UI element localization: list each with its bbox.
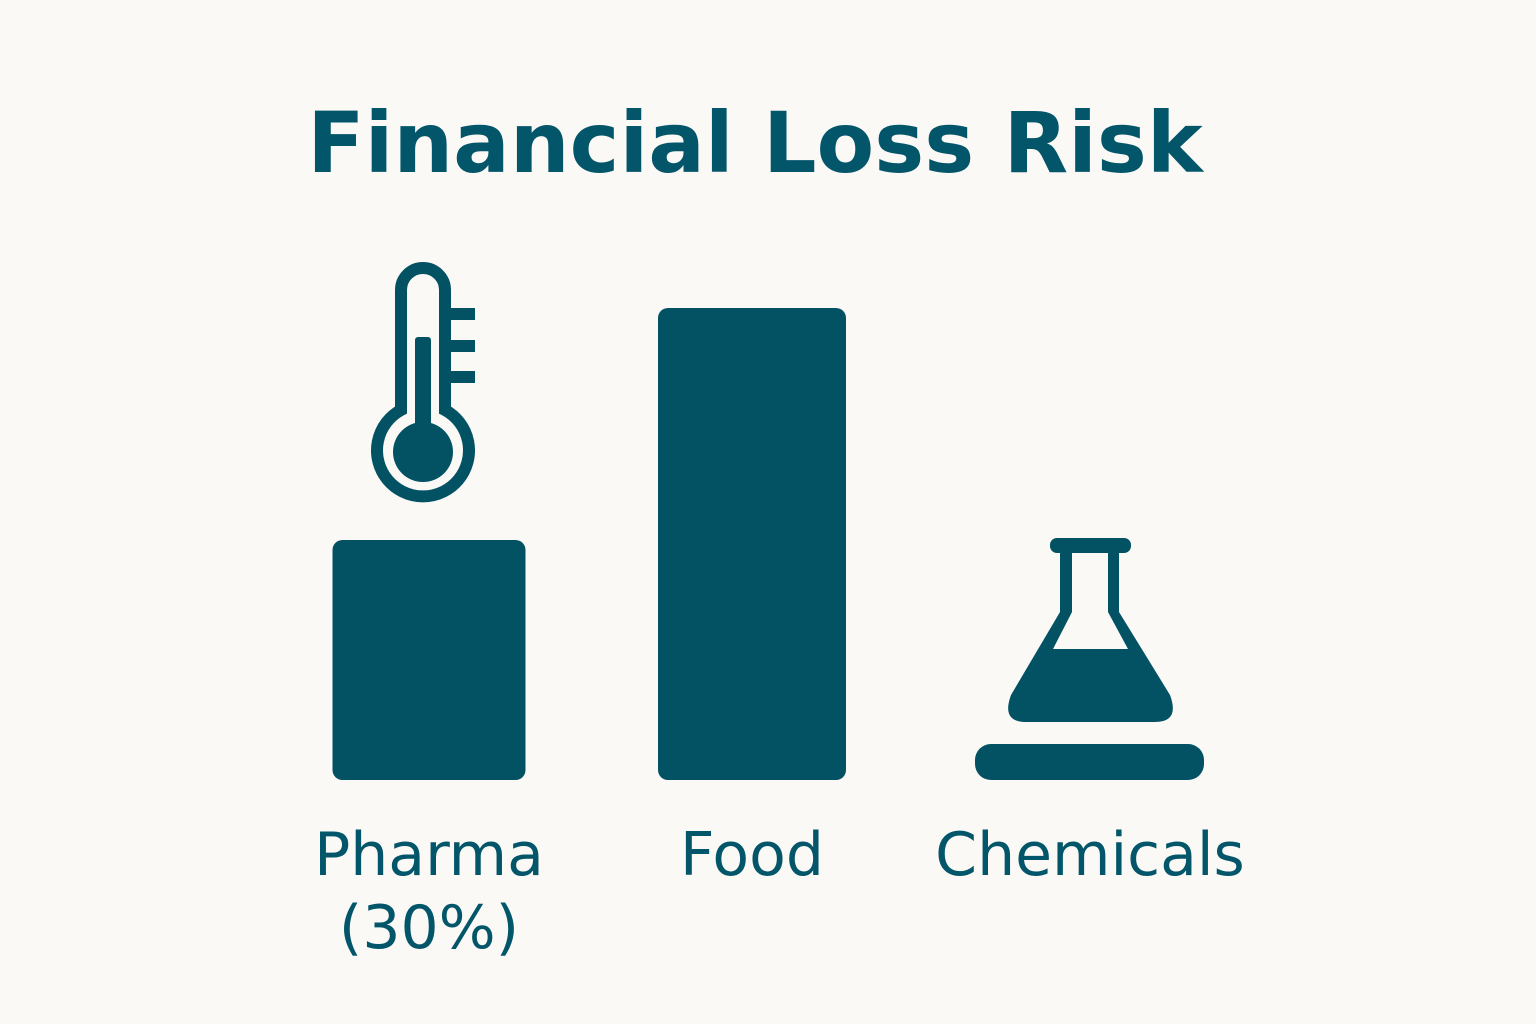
bar-pharma — [332, 540, 526, 780]
data-label-pharma: (30%) — [339, 893, 519, 963]
thermometer-icon — [371, 262, 475, 503]
category-label-pharma: Pharma — [314, 820, 544, 890]
thermometer-mercury — [393, 337, 453, 482]
chart-title: Financial Loss Risk — [307, 94, 1205, 192]
category-label-chemicals: Chemicals — [935, 820, 1245, 890]
category-label-food: Food — [680, 820, 824, 890]
flask-icon — [975, 538, 1204, 780]
bar-food — [658, 308, 846, 780]
